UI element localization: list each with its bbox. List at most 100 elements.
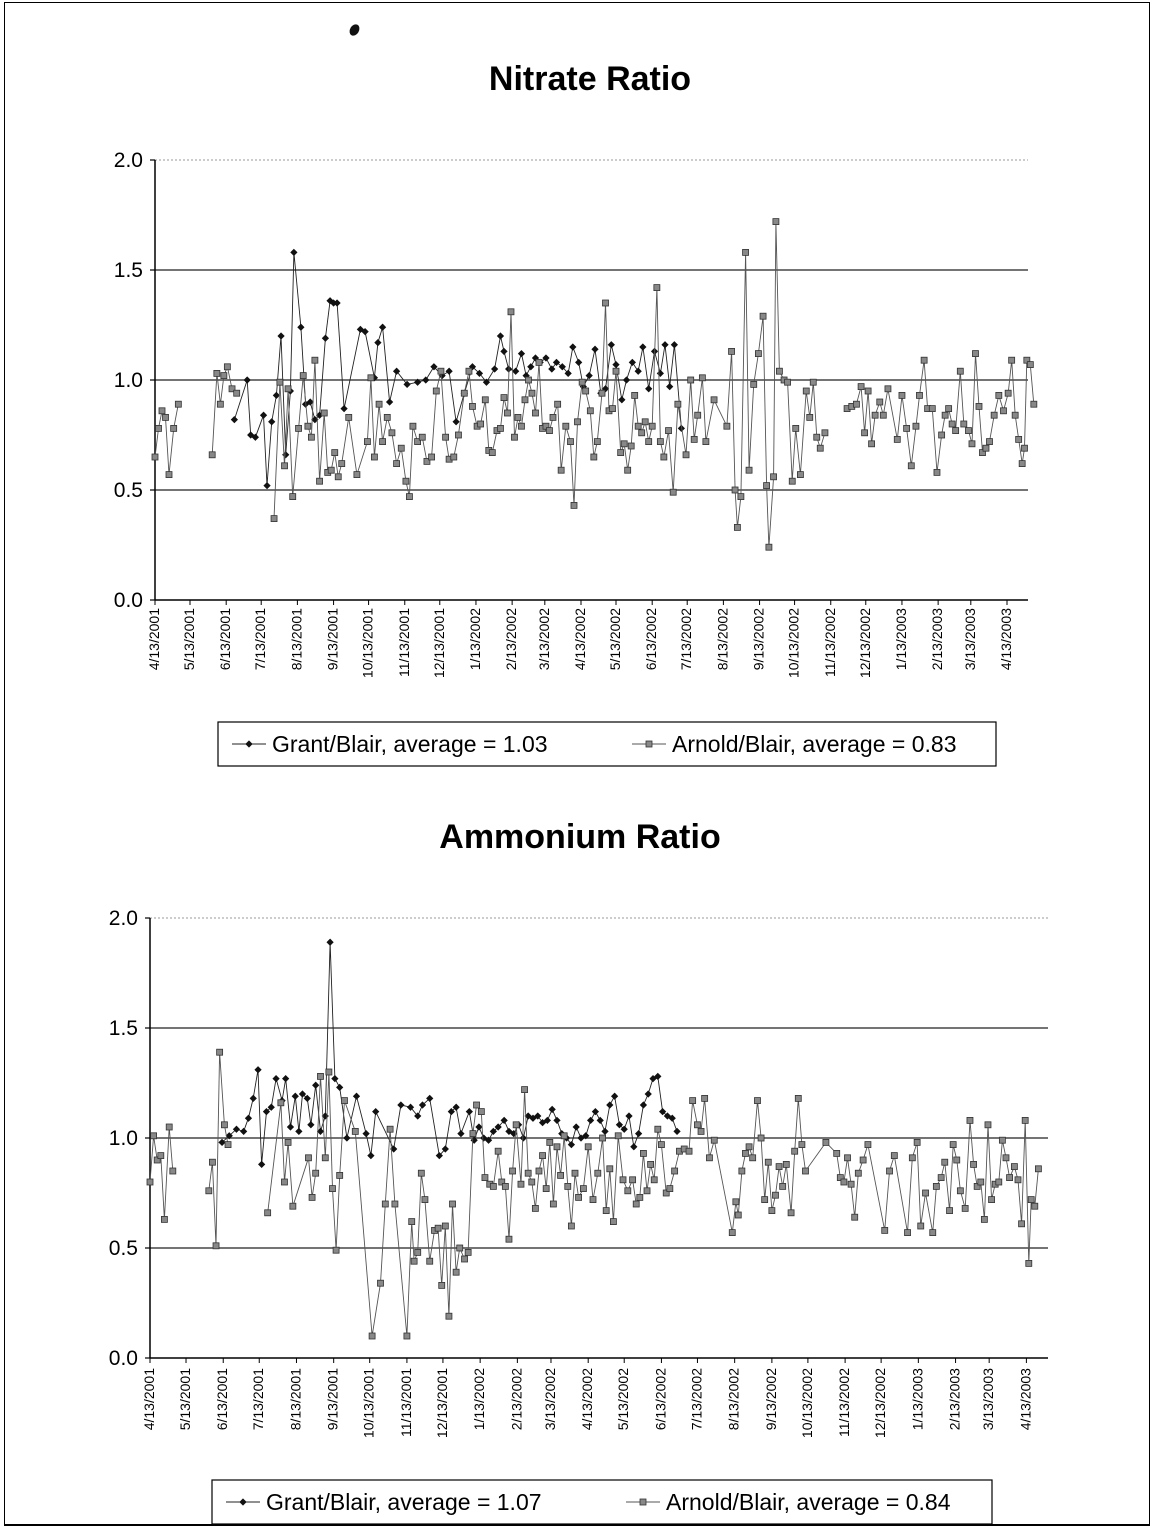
data-point — [662, 1189, 670, 1197]
data-point — [881, 1227, 889, 1234]
data-point — [698, 374, 706, 382]
data-point — [797, 471, 804, 479]
data-point — [893, 435, 901, 443]
data-point — [364, 438, 371, 446]
data-point — [1021, 1117, 1029, 1124]
data-point — [289, 493, 297, 501]
data-point — [423, 457, 431, 465]
data-point — [615, 1121, 624, 1129]
data-point — [295, 424, 302, 432]
data-point — [1000, 407, 1007, 415]
data-point — [960, 420, 968, 428]
data-point — [965, 427, 972, 435]
legend-box — [211, 1479, 993, 1525]
data-point — [941, 411, 949, 419]
data-point — [732, 1198, 740, 1206]
y-tick-label: 2.0 — [114, 149, 143, 172]
data-point — [504, 409, 511, 417]
y-tick-label: 0.5 — [109, 1237, 138, 1260]
data-point — [414, 1112, 422, 1120]
data-point — [630, 1143, 638, 1151]
data-point — [634, 367, 642, 375]
data-point — [332, 1246, 340, 1254]
data-point — [438, 1282, 446, 1289]
data-point — [403, 1332, 411, 1340]
data-point — [437, 367, 445, 375]
chart-title: Ammonium Ratio — [439, 818, 720, 856]
data-point — [216, 400, 224, 408]
data-point — [571, 1169, 579, 1177]
data-point — [802, 1167, 809, 1175]
data-point — [432, 387, 440, 395]
data-point — [884, 385, 892, 393]
x-tick-label: 11/13/2001 — [398, 1368, 414, 1437]
data-point — [941, 1158, 949, 1166]
data-point — [937, 1174, 945, 1181]
data-point — [223, 363, 231, 371]
data-point — [393, 460, 400, 468]
legend-box — [217, 721, 997, 767]
x-tick-label: 3/13/2003 — [980, 1368, 996, 1430]
data-point — [286, 1123, 295, 1131]
data-point — [290, 248, 298, 257]
data-point — [634, 1129, 643, 1138]
x-tick-label: 1/13/2003 — [909, 1368, 925, 1430]
data-point — [220, 372, 228, 380]
y-tick-label: 1.0 — [109, 1127, 138, 1150]
data-point — [410, 1257, 418, 1265]
data-point — [624, 466, 632, 474]
data-point — [445, 367, 453, 375]
x-tick-label: 12/13/2002 — [857, 608, 873, 678]
data-point — [640, 1150, 647, 1157]
data-point — [586, 1116, 595, 1125]
data-point — [497, 424, 504, 432]
data-point — [528, 1178, 536, 1186]
data-point — [501, 1183, 509, 1190]
x-tick-label: 9/13/2001 — [325, 1368, 341, 1430]
data-point — [150, 1132, 158, 1140]
data-point — [326, 297, 334, 305]
data-point — [546, 1139, 554, 1146]
data-point — [864, 1141, 872, 1148]
data-point — [535, 358, 543, 366]
x-tick-label: 3/13/2003 — [962, 608, 978, 670]
x-tick-label: 4/13/2001 — [146, 608, 162, 670]
data-point — [262, 1107, 271, 1116]
data-point — [591, 1107, 600, 1116]
data-point — [598, 389, 606, 397]
data-point — [477, 1108, 485, 1115]
data-point — [742, 248, 749, 256]
data-point — [549, 413, 557, 421]
x-tick-label: 7/13/2001 — [250, 1368, 266, 1430]
data-point — [1010, 1163, 1018, 1170]
data-point — [434, 1224, 442, 1232]
data-point — [687, 376, 695, 384]
data-point — [784, 378, 791, 386]
x-tick-label: 2/13/2002 — [508, 1368, 524, 1430]
data-point — [734, 1211, 742, 1219]
data-point — [165, 1123, 173, 1131]
data-point — [367, 1151, 375, 1160]
data-point — [482, 378, 491, 386]
data-point — [966, 1117, 974, 1124]
data-point — [519, 1134, 527, 1142]
data-point — [851, 1213, 859, 1221]
data-point — [648, 422, 656, 430]
data-point — [685, 1147, 693, 1155]
data-point — [469, 1130, 477, 1137]
data-point — [240, 1127, 248, 1136]
data-point — [622, 376, 631, 384]
data-point — [450, 453, 458, 461]
data-point — [578, 378, 586, 386]
data-point — [320, 409, 328, 417]
legend: Grant/Blair, average = 1.03 Arnold/Blair,… — [217, 721, 997, 767]
y-tick-label: 0.0 — [114, 589, 143, 612]
x-tick-label: 5/13/2002 — [615, 1368, 631, 1430]
data-point — [367, 374, 375, 382]
data-point — [353, 471, 361, 479]
data-point — [949, 1141, 957, 1148]
data-point — [639, 1101, 648, 1109]
data-point — [953, 1156, 961, 1164]
data-point — [352, 1092, 361, 1100]
data-point — [650, 1176, 658, 1184]
